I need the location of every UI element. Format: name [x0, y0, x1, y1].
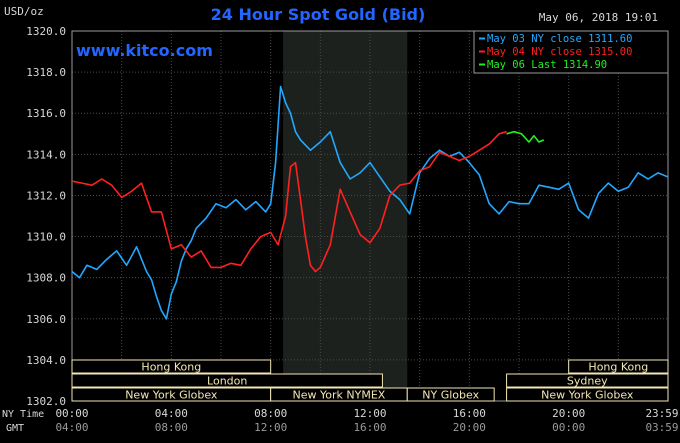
session-bar [406, 387, 495, 402]
x-tick-label-ny: 23:59 [645, 407, 678, 420]
x-tick-label-gmt: 20:00 [453, 421, 486, 434]
x-tick-label-gmt: 16:00 [353, 421, 386, 434]
session-label: London [207, 375, 247, 388]
session-shade [283, 31, 408, 401]
x-tick-label-gmt: 04:00 [55, 421, 88, 434]
session-label: New York NYMEX [293, 389, 386, 402]
session-label: New York Globex [541, 389, 634, 402]
y-tick-label: 1314.0 [26, 148, 66, 161]
y-tick-label: 1306.0 [26, 313, 66, 326]
y-tick-label: 1318.0 [26, 66, 66, 79]
x-tick-label-gmt: 12:00 [254, 421, 287, 434]
y-tick-label: 1312.0 [26, 189, 66, 202]
chart-datetime: May 06, 2018 19:01 [539, 11, 658, 24]
series-line [71, 85, 669, 320]
y-axis-label: USD/oz [4, 5, 44, 18]
session-label: Sydney [567, 375, 608, 388]
x-tick-label-gmt: 00:00 [552, 421, 585, 434]
session-bar [568, 359, 669, 374]
gmt-label: GMT [6, 423, 24, 434]
y-tick-label: 1316.0 [26, 107, 66, 120]
session-bar [506, 373, 669, 388]
x-tick-label-ny: 16:00 [453, 407, 486, 420]
y-tick-label: 1302.0 [26, 395, 66, 408]
chart-title: 24 Hour Spot Gold (Bid) [211, 5, 426, 24]
x-tick-label-gmt: 08:00 [155, 421, 188, 434]
x-tick-label-ny: 20:00 [552, 407, 585, 420]
ny-time-label: NY Time [2, 409, 44, 420]
legend-entry: May 03 NY close 1311.60 [487, 33, 632, 45]
session-label: Hong Kong [588, 361, 648, 374]
session-bar [506, 387, 669, 402]
series-line [506, 130, 545, 143]
y-tick-label: 1304.0 [26, 354, 66, 367]
session-bar [71, 373, 383, 388]
session-bar [71, 359, 272, 374]
x-tick-label-ny: 12:00 [353, 407, 386, 420]
legend-entry: May 06 Last 1314.90 [487, 59, 607, 71]
session-label: New York Globex [125, 389, 218, 402]
session-label: NY Globex [422, 389, 479, 402]
series-line [71, 130, 507, 273]
legend-box [473, 30, 669, 74]
x-tick-label-ny: 00:00 [55, 407, 88, 420]
session-label: Hong Kong [141, 361, 201, 374]
x-tick-label-ny: 08:00 [254, 407, 287, 420]
y-tick-label: 1320.0 [26, 25, 66, 38]
legend-entry: May 04 NY close 1315.00 [487, 46, 632, 58]
watermark: www.kitco.com [76, 41, 213, 60]
plot-area: 1320.0 1318.0 1316.0 1314.0 1312.0 1310.0 1308… [26, 25, 678, 434]
x-tick-label-ny: 04:00 [155, 407, 188, 420]
y-tick-label: 1310.0 [26, 231, 66, 244]
y-tick-label: 1308.0 [26, 272, 66, 285]
x-tick-label-gmt: 03:59 [645, 421, 678, 434]
